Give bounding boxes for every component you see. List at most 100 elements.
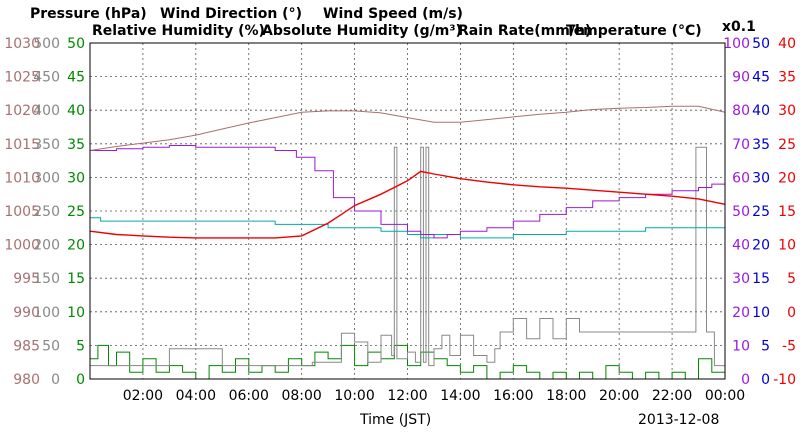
rain-tick-label: 5	[761, 338, 770, 354]
pressure-tick-label: 1010	[4, 170, 40, 186]
pressure-tick-label: 995	[13, 271, 40, 287]
title-temperature: Temperature (°C)	[566, 23, 702, 39]
humidity-tick-label: 40	[732, 238, 750, 254]
wind_speed-tick-label: 0	[76, 372, 85, 388]
x-tick-label: 20:00	[599, 388, 639, 404]
x-tick-label: 22:00	[652, 388, 692, 404]
title-pressure: Pressure (hPa)	[30, 6, 147, 22]
x-tick-label: 06:00	[229, 388, 269, 404]
x-tick-label: 16:00	[493, 388, 533, 404]
series-pressure	[89, 105, 726, 151]
wind_speed-tick-label: 40	[67, 103, 85, 119]
temp-tick-label: 40	[778, 36, 796, 52]
pressure-tick-label: 1020	[4, 103, 40, 119]
humidity-tick-label: 100	[723, 36, 750, 52]
temp-tick-label: 0	[787, 305, 796, 321]
y-tick-labels: 9809859909951000100510101015102010251030…	[4, 36, 796, 388]
wind_dir-tick-label: 450	[33, 70, 60, 86]
rain-tick-label: 45	[752, 70, 770, 86]
x-tick-label: 10:00	[334, 388, 374, 404]
pressure-tick-label: 980	[13, 372, 40, 388]
rain-tick-label: 0	[761, 372, 770, 388]
title-rain-rate: Rain Rate(mm/h)	[458, 23, 591, 39]
wind_speed-tick-label: 50	[67, 36, 85, 52]
x-tick-label: 04:00	[176, 388, 216, 404]
wind_speed-tick-label: 10	[67, 305, 85, 321]
wind_dir-tick-label: 0	[51, 372, 60, 388]
x-tick-label: 02:00	[123, 388, 163, 404]
humidity-tick-label: 10	[732, 338, 750, 354]
temp-tick-label: 15	[778, 204, 796, 220]
x-tick-label: 08:00	[281, 388, 321, 404]
rain-tick-label: 35	[752, 137, 770, 153]
series-humidity	[90, 145, 726, 239]
pressure-tick-label: 1030	[4, 36, 40, 52]
rain-tick-label: 15	[752, 271, 770, 287]
pressure-tick-label: 985	[13, 338, 40, 354]
wind_dir-tick-label: 350	[33, 137, 60, 153]
wind_dir-tick-label: 250	[33, 204, 60, 220]
rain-tick-label: 10	[752, 305, 770, 321]
title-relative-humidity: Relative Humidity (%)	[92, 23, 265, 39]
humidity-tick-label: 90	[732, 70, 750, 86]
wind_speed-tick-label: 30	[67, 170, 85, 186]
humidity-tick-label: 0	[741, 372, 750, 388]
wind_speed-tick-label: 20	[67, 238, 85, 254]
multiplier-note: x0.1	[722, 19, 756, 35]
humidity-tick-label: 50	[732, 204, 750, 220]
wind_speed-tick-label: 45	[67, 70, 85, 86]
grid-lines	[90, 43, 725, 379]
wind_dir-tick-label: 500	[33, 36, 60, 52]
title-wind-speed: Wind Speed (m/s)	[323, 6, 463, 22]
wind_dir-tick-label: 50	[42, 338, 60, 354]
temp-tick-label: 35	[778, 70, 796, 86]
pressure-tick-label: 1005	[4, 204, 40, 220]
series-wind_speed	[90, 344, 726, 380]
x-tick-label: 18:00	[546, 388, 586, 404]
series-group	[89, 105, 726, 380]
wind_speed-tick-label: 25	[67, 204, 85, 220]
pressure-tick-label: 1000	[4, 238, 40, 254]
plot-border	[89, 42, 726, 380]
wind_dir-tick-label: 200	[33, 238, 60, 254]
humidity-tick-label: 70	[732, 137, 750, 153]
temp-tick-label: 20	[778, 170, 796, 186]
x-tick-label: 12:00	[387, 388, 427, 404]
wind_speed-tick-label: 15	[67, 271, 85, 287]
temp-tick-label: 5	[787, 271, 796, 287]
wind_speed-tick-label: 5	[76, 338, 85, 354]
pressure-tick-label: 990	[13, 305, 40, 321]
x-tick-labels: 02:00 04:00 06:00 08:00 10:00 12:00 14:00 16:00…	[123, 388, 745, 404]
series-temp	[89, 170, 726, 239]
wind_dir-tick-label: 100	[33, 305, 60, 321]
rain-tick-label: 25	[752, 204, 770, 220]
title-absolute-humidity: Absolute Humidity (g/m³)	[262, 23, 462, 39]
title-wind-direction: Wind Direction (°)	[160, 6, 302, 22]
x-tick-label: 00:00	[705, 388, 745, 404]
rain-tick-label: 40	[752, 103, 770, 119]
rain-tick-label: 30	[752, 170, 770, 186]
wind_dir-tick-label: 400	[33, 103, 60, 119]
pressure-tick-label: 1025	[4, 70, 40, 86]
humidity-tick-label: 80	[732, 103, 750, 119]
series-wind_dir	[90, 146, 726, 376]
temp-tick-label: 10	[778, 238, 796, 254]
rain-tick-label: 50	[752, 36, 770, 52]
temp-tick-label: -10	[773, 372, 796, 388]
humidity-tick-label: 30	[732, 271, 750, 287]
rain-tick-label: 20	[752, 238, 770, 254]
wind_speed-tick-label: 35	[67, 137, 85, 153]
temp-tick-label: 25	[778, 137, 796, 153]
x-axis-label: Time (JST)	[359, 412, 431, 428]
temp-tick-label: -5	[782, 338, 796, 354]
x-tick-label: 14:00	[440, 388, 480, 404]
wind_dir-tick-label: 300	[33, 170, 60, 186]
pressure-tick-label: 1015	[4, 137, 40, 153]
date-label: 2013-12-08	[638, 412, 719, 428]
wind_dir-tick-label: 150	[33, 271, 60, 287]
humidity-tick-label: 20	[732, 305, 750, 321]
humidity-tick-label: 60	[732, 170, 750, 186]
temp-tick-label: 30	[778, 103, 796, 119]
